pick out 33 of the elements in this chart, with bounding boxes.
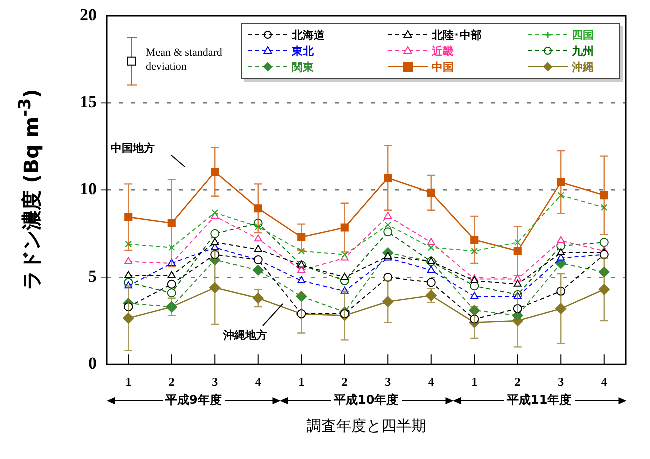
x-tick-label: 2: [342, 374, 348, 389]
legend-label: 関東: [292, 60, 314, 74]
x-tick-label: 1: [298, 374, 305, 389]
x-tick-label: 3: [558, 374, 564, 389]
x-tick-label: 3: [212, 374, 218, 389]
x-tick-label: 4: [601, 374, 608, 389]
x-axis-title: 調査年度と四半期: [306, 416, 426, 436]
legend-label: 中国: [432, 60, 454, 74]
x-tick-label: 2: [168, 374, 175, 389]
y-tick-label: 20: [80, 5, 97, 24]
y-tick-label: 10: [80, 180, 97, 199]
x-tick-label: 1: [472, 374, 478, 389]
legend-label: 北陸･中部: [432, 28, 482, 42]
x-tick-label: 2: [514, 374, 521, 389]
annotation: 沖縄地方: [223, 328, 268, 344]
legend-label: 近畿: [432, 44, 454, 58]
annotation: 中国地方: [110, 140, 155, 156]
x-tick-label: 4: [255, 374, 262, 389]
annotation: Mean & standard deviation: [146, 46, 224, 74]
legend-label: 沖縄: [572, 60, 594, 74]
text: 平成11年度: [504, 392, 575, 410]
text: 平成10年度: [331, 392, 402, 410]
legend-label: 四国: [572, 28, 594, 42]
x-tick-label: 4: [428, 374, 434, 389]
x-tick-label: 1: [126, 374, 132, 389]
legend-label: 北海道: [292, 28, 325, 42]
text: 平成9年度: [162, 392, 225, 410]
legend-label: 東北: [292, 44, 314, 58]
legend-label: 九州: [572, 44, 594, 58]
y-tick-label: 15: [80, 92, 97, 112]
x-tick-label: 3: [385, 374, 392, 389]
y-tick-label: 0: [88, 354, 97, 373]
y-tick-label: 5: [88, 266, 97, 286]
